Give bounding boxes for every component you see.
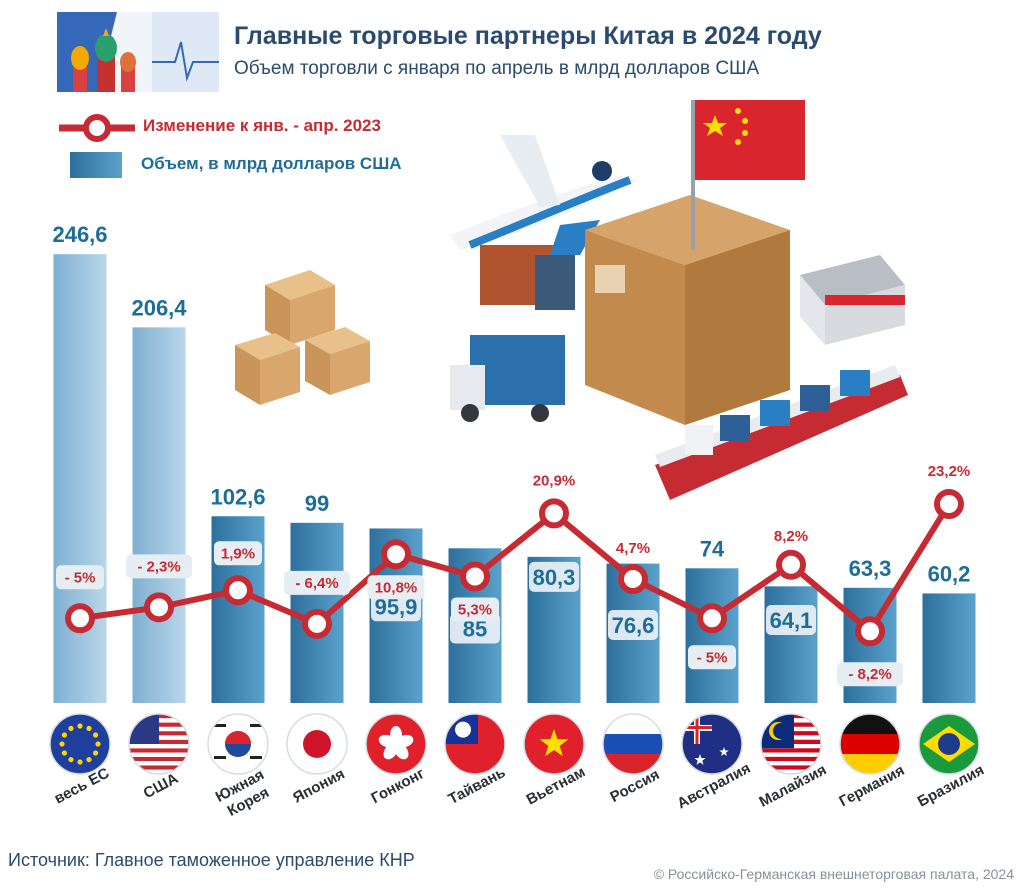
copyright-note: © Российско-Германская внешнеторговая па…: [653, 866, 1014, 882]
change-label-9: 8,2%: [774, 528, 808, 545]
change-point-6: [539, 498, 569, 529]
change-label-4: 10,8%: [367, 575, 425, 600]
south-korea-flag-icon: [207, 713, 269, 775]
value-label-text-0: 246,6: [52, 222, 107, 247]
usa-flag-icon: [128, 713, 190, 775]
value-label-text-11: 60,2: [928, 561, 971, 586]
legend-line-label: Изменение к янв. - апр. 2023: [143, 116, 381, 135]
value-label-9: 64,1: [766, 605, 816, 635]
chart-title: Главные торговые партнеры Китая в 2024 г…: [234, 22, 822, 50]
change-point-11: [934, 489, 964, 520]
change-label-text-0: - 5%: [65, 569, 96, 586]
eu-flag-icon: [49, 713, 111, 775]
change-label-5: 5,3%: [451, 597, 499, 622]
germany-flag-icon: [839, 713, 901, 775]
legend-line-marker: [57, 110, 137, 146]
change-label-text-4: 10,8%: [375, 579, 418, 596]
cardboard-boxes-illustration: [225, 265, 385, 415]
change-point-3: [302, 608, 332, 639]
category-label-2: ЮжнаяКорея: [213, 766, 276, 822]
change-label-6: 20,9%: [533, 472, 576, 489]
brazil-flag-icon: [918, 713, 980, 775]
change-point-9: [776, 549, 806, 580]
change-label-text-9: 8,2%: [774, 528, 808, 545]
vietnam-flag-icon: [523, 713, 585, 775]
bar-8: [685, 568, 739, 703]
change-label-text-7: 4,7%: [616, 540, 650, 557]
bar-0: [53, 254, 107, 704]
taiwan-flag-icon: [444, 713, 506, 775]
change-point-0: [65, 603, 95, 634]
change-label-text-6: 20,9%: [533, 472, 576, 489]
change-label-3: - 6,4%: [284, 570, 350, 595]
value-label-1: 206,4: [131, 295, 187, 320]
bar-1: [132, 327, 186, 703]
change-label-1: - 2,3%: [126, 554, 192, 579]
legend-bar-label: Объем, в млрд долларов США: [141, 154, 402, 173]
change-line: [79, 502, 952, 635]
change-label-10: - 8,2%: [837, 662, 903, 687]
change-label-text-10: - 8,2%: [848, 666, 891, 683]
change-label-text-8: - 5%: [697, 649, 728, 666]
legend-bar-marker: [70, 152, 122, 178]
value-label-0: 246,6: [52, 222, 107, 247]
hong-kong-flag-icon: [365, 713, 427, 775]
value-label-7: 76,6: [608, 610, 658, 640]
japan-flag-icon: [286, 713, 348, 775]
change-point-10: [855, 616, 885, 647]
value-label-text-10: 63,3: [849, 556, 892, 581]
change-label-text-5: 5,3%: [458, 602, 492, 619]
change-label-0: - 5%: [56, 565, 104, 590]
value-label-3: 99: [305, 491, 329, 516]
source-note: Источник: Главное таможенное управление …: [8, 850, 415, 870]
change-label-text-11: 23,2%: [928, 463, 971, 480]
value-label-text-2: 102,6: [210, 484, 265, 509]
value-label-text-6: 80,3: [533, 565, 576, 590]
value-label-10: 63,3: [849, 556, 892, 581]
bar-11: [922, 593, 976, 703]
bar-9: [764, 586, 818, 703]
change-point-7: [618, 563, 648, 594]
change-point-8: [697, 603, 727, 634]
change-label-text-2: 1,9%: [221, 545, 255, 562]
value-label-8: 74: [700, 536, 725, 561]
value-label-text-8: 74: [700, 536, 725, 561]
russia-flag-icon: [602, 713, 664, 775]
change-label-8: - 5%: [688, 645, 736, 670]
change-point-5: [460, 561, 490, 592]
value-label-text-9: 64,1: [770, 608, 813, 633]
change-label-7: 4,7%: [616, 540, 650, 557]
change-point-2: [223, 575, 253, 606]
trade-illustration: [440, 95, 920, 515]
change-label-text-1: - 2,3%: [137, 558, 180, 575]
change-label-2: 1,9%: [214, 541, 262, 566]
australia-flag-icon: [681, 713, 743, 775]
value-label-6: 80,3: [529, 561, 579, 592]
value-label-text-1: 206,4: [131, 295, 187, 320]
chart-subtitle: Объем торговли с января по апрель в млрд…: [234, 58, 760, 79]
malaysia-flag-icon: [760, 713, 822, 775]
value-label-text-3: 99: [305, 491, 329, 516]
change-point-1: [144, 592, 174, 623]
change-point-4: [381, 539, 411, 570]
value-label-11: 60,2: [928, 561, 971, 586]
value-label-text-7: 76,6: [612, 613, 655, 638]
chamber-logo: [57, 12, 219, 92]
change-label-11: 23,2%: [928, 463, 971, 480]
change-label-text-3: - 6,4%: [295, 575, 338, 592]
value-label-2: 102,6: [210, 484, 265, 509]
